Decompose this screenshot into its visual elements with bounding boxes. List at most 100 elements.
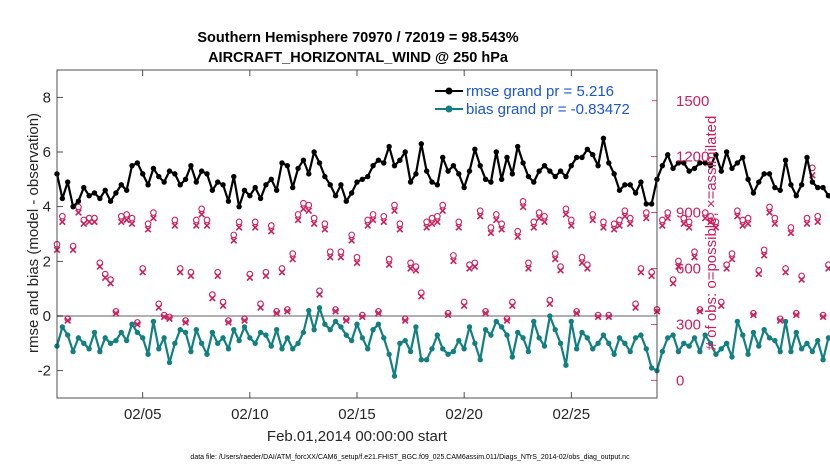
bias-point: [402, 337, 408, 344]
obs-assimilated-point: [358, 313, 366, 321]
y-tick-left-label: 0: [43, 308, 51, 325]
bias-point: [359, 335, 366, 341]
rmse-point: [525, 173, 532, 180]
obs-possible-point: [744, 214, 752, 222]
obs-possible-point: [439, 201, 447, 209]
obs-assimilated-point: [246, 274, 254, 282]
rmse-point: [188, 162, 194, 169]
rmse-point: [129, 162, 135, 169]
obs-possible-point: [385, 255, 393, 263]
obs-assimilated-point: [96, 263, 104, 270]
obs-possible-point: [198, 205, 205, 213]
obs-possible-point: [691, 248, 698, 256]
rmse-point: [825, 193, 830, 199]
bias-point: [498, 324, 505, 330]
obs-assimilated-point: [782, 268, 789, 276]
bias-point: [279, 346, 285, 352]
rmse-point: [488, 179, 494, 185]
bias-point: [579, 329, 585, 336]
bias-point: [70, 348, 76, 355]
obs-assimilated-point: [546, 300, 554, 308]
bias-point: [450, 348, 457, 355]
bias-point: [236, 337, 242, 344]
rmse-point: [793, 193, 799, 199]
bias-point: [611, 351, 617, 357]
obs-assimilated-point: [310, 220, 318, 228]
bias-point: [590, 346, 596, 352]
bias-point: [113, 337, 119, 344]
obs-assimilated-point: [798, 276, 806, 284]
rmse-point: [504, 154, 510, 161]
rmse-point: [632, 190, 639, 196]
obs-possible-point: [487, 224, 495, 231]
x-tick-label: 02/25: [553, 406, 591, 423]
legend-box: [430, 80, 652, 122]
obs-assimilated-point: [642, 214, 650, 222]
obs-assimilated-point: [723, 265, 731, 272]
obs-assimilated-point: [717, 302, 725, 310]
obs-assimilated-point: [492, 216, 500, 224]
bias-point: [91, 329, 98, 336]
rmse-point: [123, 187, 130, 193]
obs-assimilated-point: [583, 265, 591, 272]
rmse-point: [252, 184, 258, 191]
rmse-point: [241, 187, 248, 193]
obs-assimilated-point: [283, 307, 291, 315]
bias-point: [413, 324, 419, 330]
obs-possible-point: [514, 227, 522, 235]
bias-point: [418, 357, 424, 363]
rmse-point: [552, 173, 558, 180]
obs-assimilated-point: [750, 311, 757, 319]
bias-point: [740, 332, 746, 338]
obs-assimilated-point: [471, 263, 479, 270]
rmse-point: [407, 179, 414, 185]
obs-possible-point: [434, 212, 441, 220]
rmse-point: [734, 160, 741, 166]
obs-possible-point: [369, 211, 377, 218]
obs-possible-point: [407, 259, 414, 267]
rmse-point: [450, 162, 457, 169]
obs-possible-point: [712, 218, 720, 226]
obs-assimilated-point: [107, 280, 114, 287]
obs-assimilated-point: [133, 321, 141, 328]
obs-assimilated-point: [412, 266, 420, 274]
obs-assimilated-point: [150, 214, 157, 222]
bias-point: [675, 348, 682, 355]
obs-assimilated-point: [514, 233, 522, 241]
bias-point: [504, 332, 510, 338]
rmse-point: [536, 168, 542, 174]
obs-assimilated-point: [198, 211, 206, 218]
bias-point: [391, 373, 398, 379]
bias-point: [584, 335, 591, 341]
bias-point: [140, 335, 146, 341]
legend: rmse grand pr = 5.216 bias grand pr = -0…: [430, 80, 652, 122]
bias-point: [477, 357, 483, 363]
rmse-point: [306, 171, 312, 177]
rmse-point: [573, 154, 580, 161]
obs-assimilated-point: [385, 261, 393, 269]
bias-point: [440, 346, 446, 352]
rmse-point: [482, 176, 489, 183]
obs-assimilated-point: [262, 272, 270, 280]
rmse-point: [445, 168, 451, 174]
bias-point: [81, 340, 87, 347]
obs-assimilated-point: [605, 313, 613, 321]
obs-assimilated-point: [91, 218, 98, 226]
obs-assimilated-point: [305, 207, 313, 215]
x-tick-label: 02/05: [124, 406, 162, 423]
obs-assimilated-point: [326, 253, 334, 261]
bias-point: [231, 326, 237, 333]
obs-assimilated-point: [182, 319, 189, 326]
obs-possible-point: [728, 250, 736, 257]
obs-assimilated-point: [101, 274, 109, 282]
obs-assimilated-point: [476, 212, 484, 220]
bias-point: [670, 332, 676, 338]
rmse-point: [290, 184, 296, 191]
obs-assimilated-point: [166, 315, 173, 323]
obs-assimilated-point: [332, 307, 339, 315]
rmse-point: [643, 201, 649, 207]
y-axis-left: -2 0 2 4 6 8: [38, 89, 63, 380]
rmse-point: [681, 160, 687, 166]
obs-assimilated-point: [814, 218, 822, 226]
obs-assimilated-point: [278, 268, 286, 276]
